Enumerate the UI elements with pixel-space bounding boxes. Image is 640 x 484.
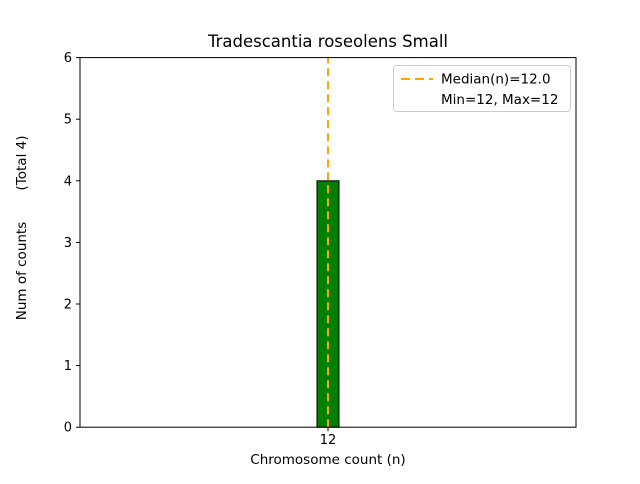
chart-title: Tradescantia roseolens Small bbox=[207, 32, 448, 51]
y-axis-total-label: (Total 4) bbox=[14, 136, 30, 191]
y-axis-label: Num of counts bbox=[14, 222, 30, 321]
y-tick-label: 2 bbox=[64, 298, 72, 313]
x-axis-label: Chromosome count (n) bbox=[250, 452, 405, 468]
legend: Median(n)=12.0 Min=12, Max=12 bbox=[393, 65, 571, 112]
y-tick-label: 6 bbox=[64, 51, 72, 66]
y-tick-label: 4 bbox=[64, 174, 72, 189]
x-tick-label: 12 bbox=[320, 433, 337, 448]
legend-median-label: Median(n)=12.0 bbox=[441, 72, 551, 88]
y-tick-label: 0 bbox=[64, 421, 72, 436]
y-tick-label: 3 bbox=[64, 236, 72, 251]
legend-minmax-label: Min=12, Max=12 bbox=[441, 92, 558, 108]
legend-frame bbox=[393, 65, 571, 112]
y-tick-label: 1 bbox=[64, 359, 72, 374]
y-tick-label: 5 bbox=[64, 113, 72, 128]
